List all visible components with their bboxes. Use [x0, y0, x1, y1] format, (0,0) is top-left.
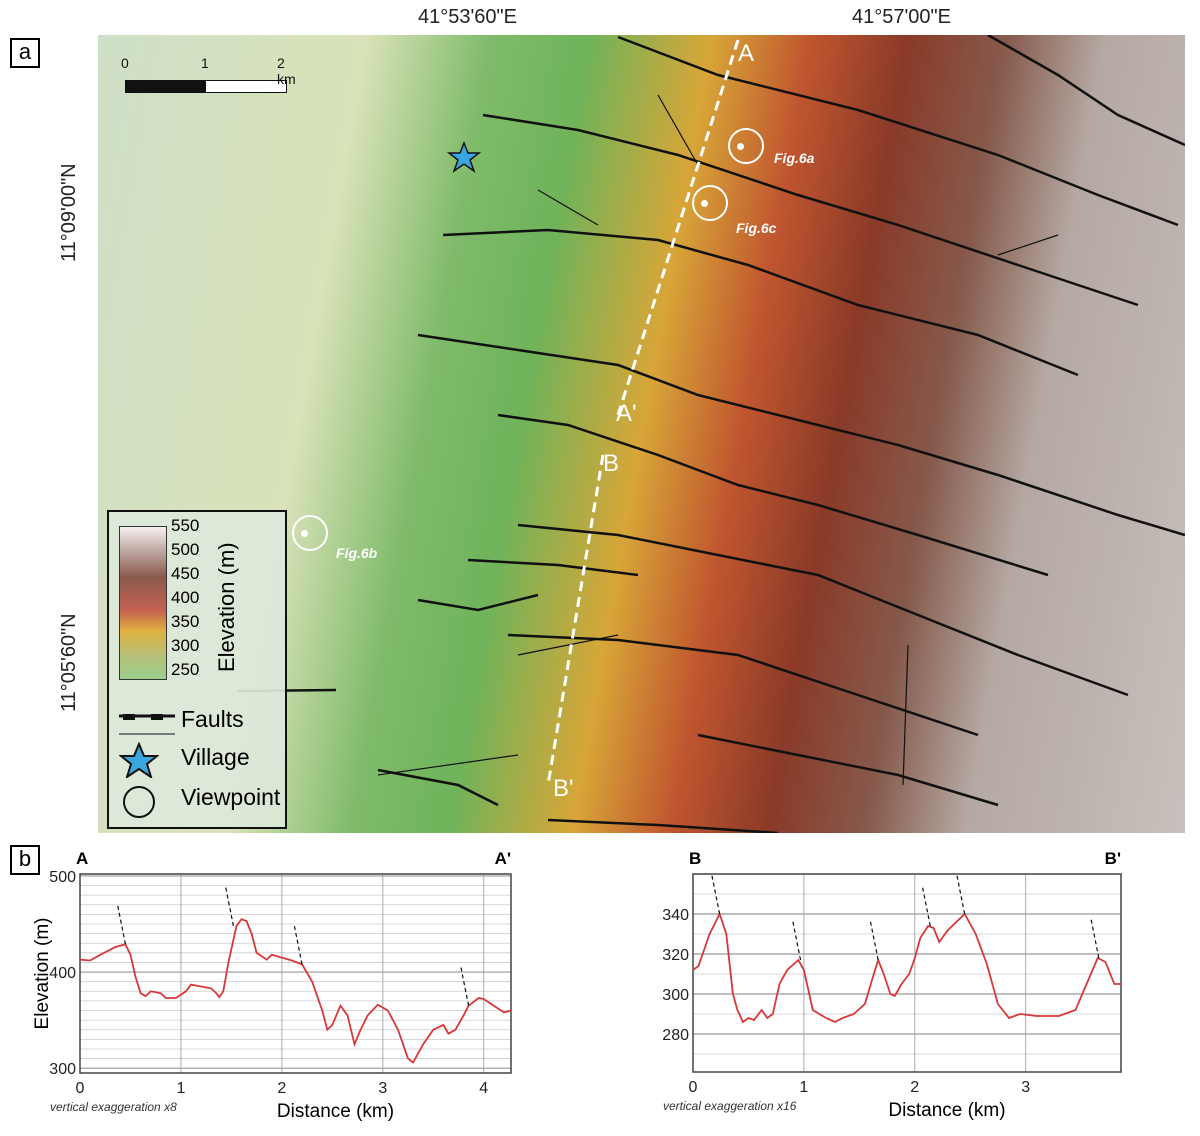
viewpoint-icon	[292, 515, 328, 551]
y-tick-label: 280	[662, 1027, 689, 1044]
fault-projection-dashed	[921, 885, 931, 927]
legend-viewpoint: Viewpoint	[181, 784, 281, 810]
y-tick-label: 320	[662, 947, 689, 964]
fault-projection-dashed	[1090, 917, 1100, 959]
profile-label-b: B	[603, 450, 620, 477]
x-tick-label: 0	[76, 1080, 85, 1097]
latitude-label-2: 11°05'60"N	[58, 613, 80, 712]
fault-projection-dashed	[293, 924, 303, 965]
profile-label-a-end: A'	[616, 400, 637, 427]
colorbar-tick: 350	[171, 612, 200, 631]
x-tick-label: 2	[910, 1079, 919, 1096]
longitude-label-1: 41°53'60"E	[418, 6, 517, 28]
fault-symbol-icon	[119, 714, 175, 735]
latitude-label-1: 11°09'00"N	[58, 163, 80, 262]
panel-a-label: a	[10, 38, 40, 68]
y-tick-label: 300	[49, 1061, 76, 1078]
y-axis-label: Elevation (m)	[32, 918, 53, 1030]
vertical-exaggeration-note: vertical exaggeration x16	[663, 1099, 797, 1113]
x-tick-label: 2	[277, 1080, 286, 1097]
map-legend: 550 500 450 400 350 300 250 Elevation (m…	[107, 510, 287, 829]
x-tick-label: 3	[378, 1080, 387, 1097]
elevation-colorbar	[119, 526, 167, 680]
x-tick-label: 1	[176, 1080, 185, 1097]
elevation-profile-line	[692, 911, 1121, 1024]
colorbar-tick: 400	[171, 588, 200, 607]
viewpoint-icon	[728, 128, 764, 164]
x-tick-label: 3	[1021, 1079, 1030, 1096]
profile-line-b	[546, 454, 605, 786]
scale-label-1: 1	[201, 55, 209, 71]
longitude-label-2: 41°57'00"E	[852, 6, 951, 28]
viewpoint-icon	[692, 185, 728, 221]
elevation-profile-line	[79, 918, 512, 1064]
profile-end-label: A'	[495, 849, 511, 868]
scale-label-2: 2 km	[277, 55, 296, 87]
vertical-exaggeration-note: vertical exaggeration x8	[50, 1100, 177, 1114]
x-axis-label: Distance (km)	[888, 1100, 1005, 1121]
colorbar-tick: 500	[171, 540, 200, 559]
x-tick-label: 0	[689, 1079, 698, 1096]
x-axis-label: Distance (km)	[277, 1101, 394, 1122]
plot-frame	[692, 873, 1122, 1073]
viewpoint-label-fig6c: Fig.6c	[736, 220, 777, 236]
village-star-icon	[446, 140, 482, 173]
viewpoint-label-fig6b: Fig.6b	[336, 545, 378, 561]
profile-start-label: A	[76, 849, 88, 868]
village-star-icon	[119, 742, 159, 778]
fault-projection-dashed	[224, 885, 235, 927]
legend-village: Village	[181, 744, 250, 770]
x-tick-label: 4	[479, 1080, 488, 1097]
profile-line-a	[616, 39, 740, 416]
scale-label-0: 0	[121, 55, 129, 71]
colorbar-tick: 250	[171, 660, 200, 679]
y-tick-label: 340	[662, 907, 689, 924]
y-tick-label: 300	[662, 987, 689, 1004]
fault-lines	[237, 35, 1185, 833]
profile-label-b-end: B'	[553, 775, 574, 802]
viewpoint-icon	[123, 786, 155, 818]
legend-faults: Faults	[181, 706, 244, 732]
profile-chart-b: 0 1 2 3 280 300 320 340 B B' Distance (km) vertical…	[662, 849, 1122, 1121]
x-tick-label: 1	[799, 1079, 808, 1096]
y-tick-label: 400	[49, 965, 76, 982]
colorbar-tick: 450	[171, 564, 200, 583]
profile-start-label: B	[689, 849, 701, 868]
viewpoint-label-fig6a: Fig.6a	[774, 150, 815, 166]
colorbar-tick: 550	[171, 516, 200, 535]
y-tick-label: 500	[49, 869, 76, 886]
profile-label-a: A	[738, 40, 755, 67]
colorbar-tick: 300	[171, 636, 200, 655]
profile-end-label: B'	[1105, 849, 1121, 868]
panel-b-label: b	[10, 845, 40, 875]
plot-frame	[79, 873, 512, 1074]
